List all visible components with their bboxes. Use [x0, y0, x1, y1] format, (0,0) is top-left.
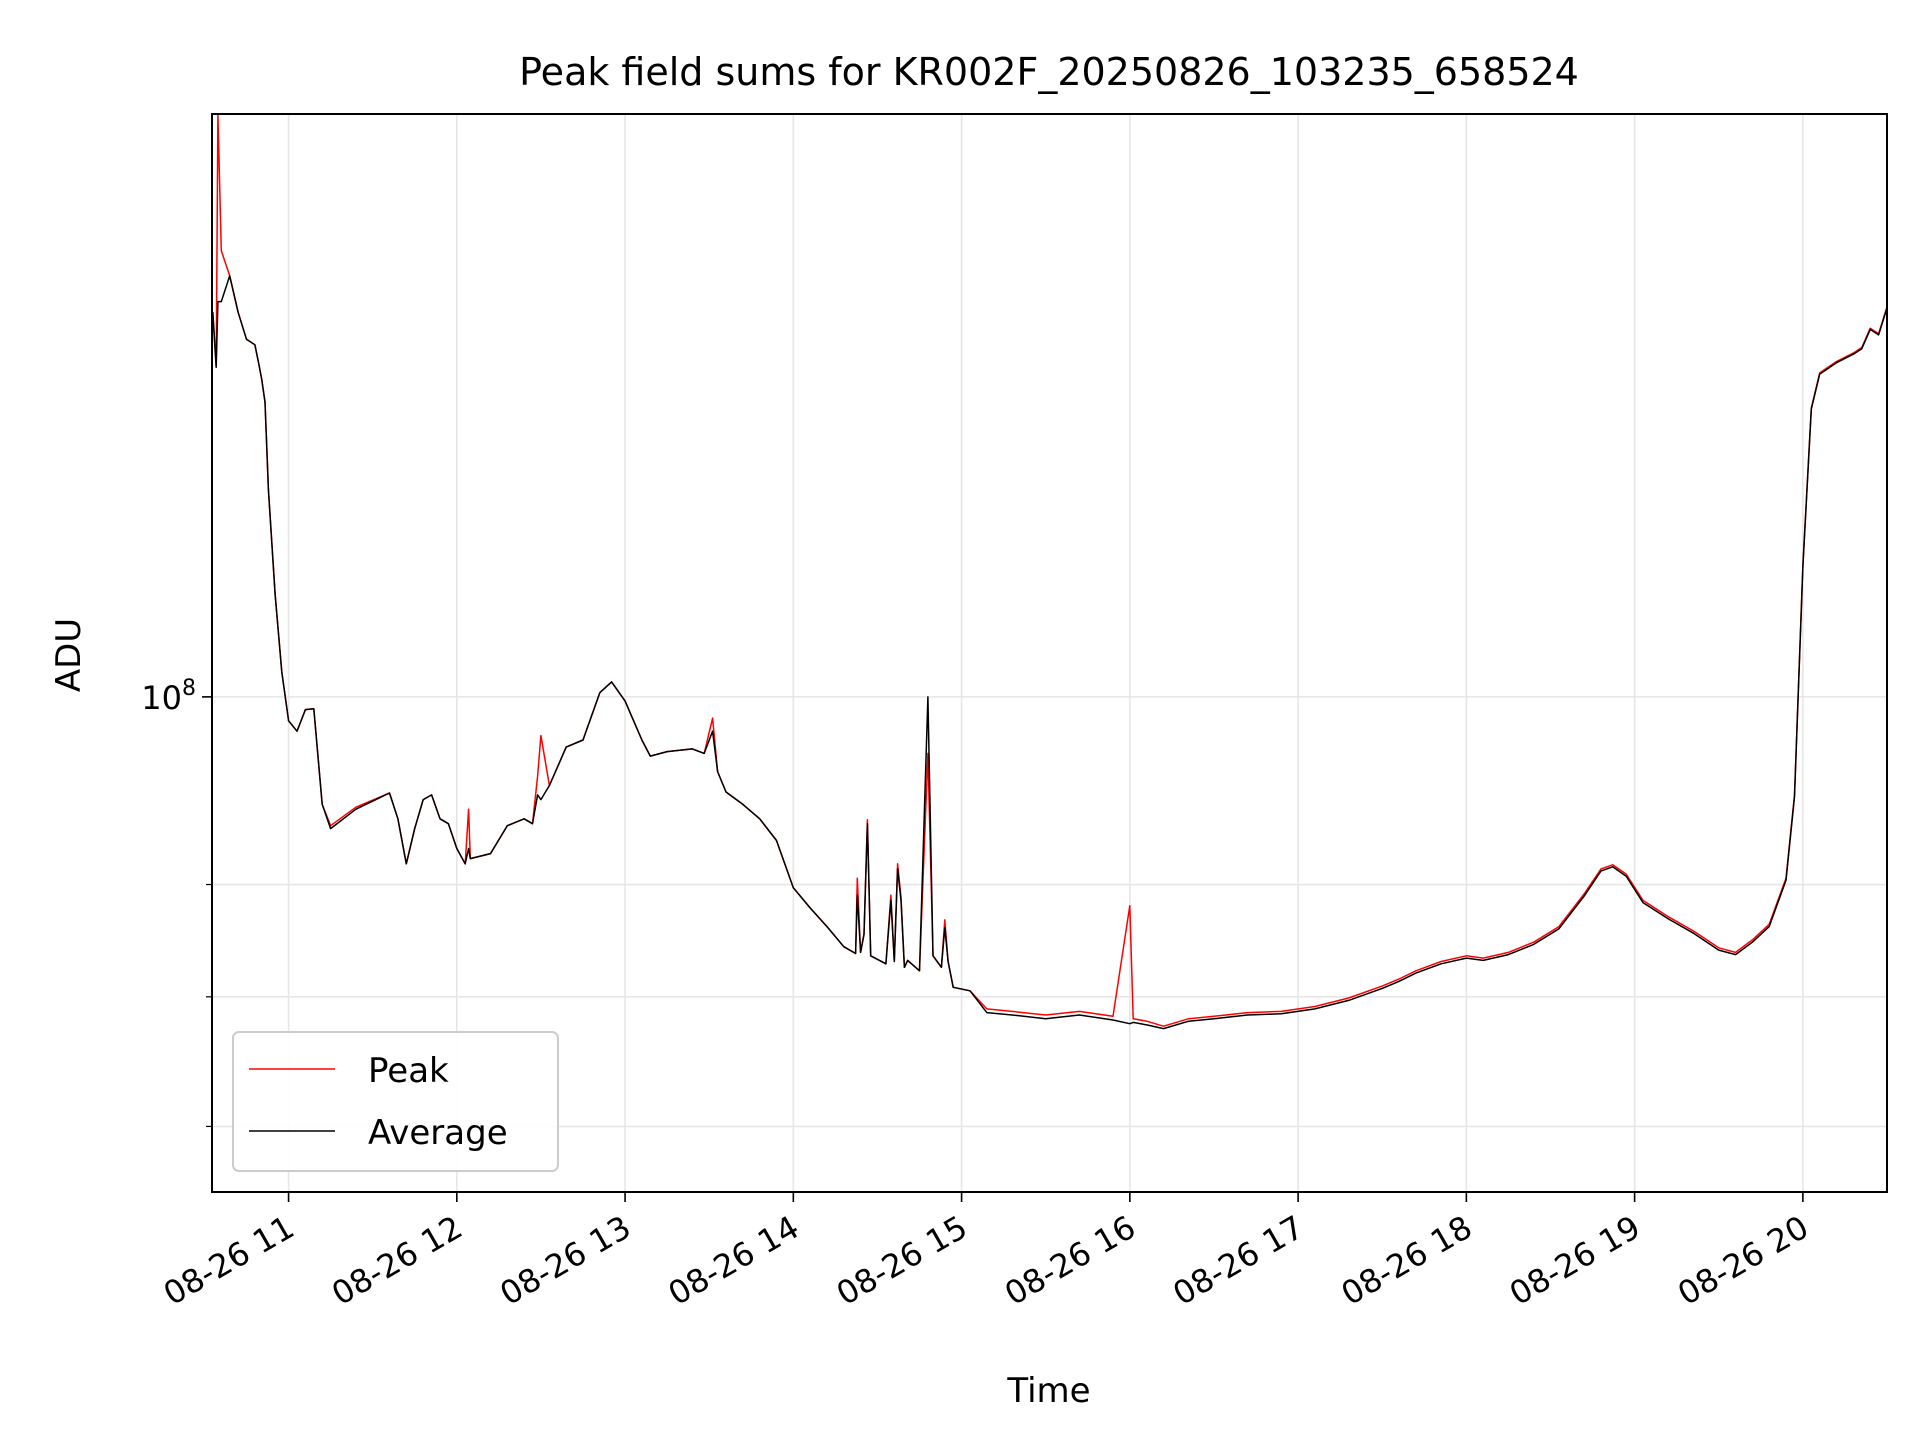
legend-box — [232, 1031, 559, 1172]
legend-label-peak: Peak — [368, 1051, 449, 1091]
y-axis-ticks: 108 — [141, 676, 212, 1128]
series-line-average — [212, 275, 1887, 1030]
plot-frame — [211, 113, 1888, 1193]
series-lines — [212, 114, 1887, 1030]
x-axis-label: Time — [1006, 1371, 1090, 1411]
y-tick-label: 108 — [141, 676, 196, 717]
legend: Peak Average — [232, 1031, 559, 1172]
legend-label-average: Average — [368, 1113, 508, 1153]
chart-title: Peak field sums for KR002F_20250826_1032… — [519, 50, 1579, 94]
y-axis-label: ADU — [49, 618, 89, 692]
grid — [212, 114, 1887, 1192]
